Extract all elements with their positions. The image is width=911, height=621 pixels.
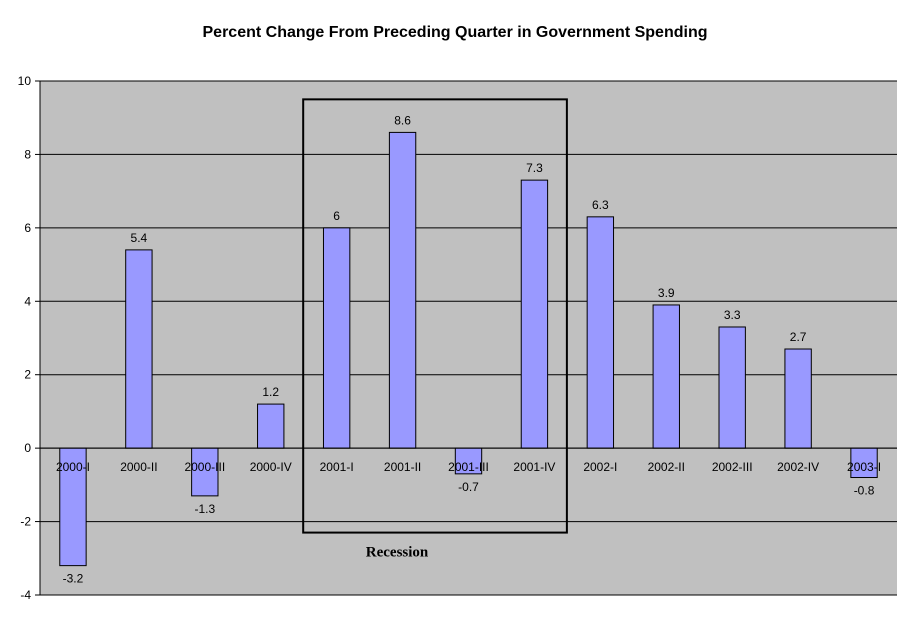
- bar-2000-II: [125, 249, 153, 449]
- data-label-2000-III: -1.3: [194, 502, 215, 516]
- x-tick-label-2001-IV: 2001-IV: [513, 460, 555, 474]
- y-tick-label: 6: [24, 221, 31, 235]
- x-tick-label-2002-I: 2002-I: [583, 460, 617, 474]
- bar-2001-IV: [520, 179, 549, 449]
- recession-label: Recession: [366, 545, 429, 561]
- x-tick-label-2000-IV: 2000-IV: [250, 460, 292, 474]
- y-tick-label: 10: [18, 74, 32, 88]
- y-tick-label: 8: [24, 147, 31, 161]
- x-tick-label-2002-IV: 2002-IV: [777, 460, 819, 474]
- bar-2001-I: [322, 227, 351, 449]
- data-label-2002-II: 3.9: [658, 286, 675, 300]
- data-label-2003-I: -0.8: [854, 484, 875, 498]
- data-label-2002-IV: 2.7: [790, 330, 807, 344]
- bar-2000-IV: [257, 403, 285, 449]
- data-label-2001-III: -0.7: [458, 480, 479, 494]
- data-label-2001-II: 8.6: [394, 113, 411, 127]
- y-tick-label: 0: [24, 441, 31, 455]
- x-tick-label-2001-I: 2001-I: [320, 460, 354, 474]
- y-axis-ticks: -4 -2 0 2 4 6 8 10: [18, 74, 41, 602]
- x-axis-labels: 2000-I 2000-II 2000-III 2000-IV 2001-I 2001-I…: [56, 460, 881, 474]
- y-tick-label: -2: [20, 515, 31, 529]
- x-tick-label-2002-III: 2002-III: [712, 460, 753, 474]
- x-tick-label-2002-II: 2002-II: [648, 460, 685, 474]
- plot-area: [40, 81, 897, 595]
- bar-2002-I: [586, 216, 615, 449]
- x-tick-label-2000-II: 2000-II: [120, 460, 157, 474]
- data-label-2002-III: 3.3: [724, 308, 741, 322]
- y-tick-label: -4: [20, 588, 31, 602]
- bar-2002-IV: [784, 348, 812, 449]
- bar-2001-II: [388, 131, 417, 449]
- bar-2002-II: [652, 304, 680, 449]
- y-tick-label: 4: [24, 294, 31, 308]
- x-tick-label-2001-III: 2001-III: [448, 460, 489, 474]
- x-tick-label-2003-I: 2003-I: [847, 460, 881, 474]
- chart-title: Percent Change From Preceding Quarter in…: [203, 24, 708, 41]
- data-label-2001-I: 6: [333, 209, 340, 223]
- recession-box: [302, 98, 568, 534]
- data-labels: -3.2 5.4 -1.3 1.2 6 8.6 -0.7 7.3 6.3 3.9 3.3 2.7 -0.…: [63, 113, 875, 585]
- x-tick-label-2000-I: 2000-I: [56, 460, 90, 474]
- data-label-2001-IV: 7.3: [526, 161, 543, 175]
- x-tick-label-2000-III: 2000-III: [184, 460, 225, 474]
- y-tick-label: 2: [24, 368, 31, 382]
- bar-2003-I: [850, 447, 878, 479]
- x-tick-label-2001-II: 2001-II: [384, 460, 421, 474]
- data-label-2000-I: -3.2: [63, 572, 84, 586]
- recession-annotation: Recession: [302, 98, 568, 561]
- bar-2000-I: [59, 447, 87, 567]
- data-label-2000-II: 5.4: [131, 231, 148, 245]
- bars: [40, 131, 897, 567]
- bar-2002-III: [718, 326, 746, 449]
- data-label-2000-IV: 1.2: [262, 385, 279, 399]
- data-label-2002-I: 6.3: [592, 198, 609, 212]
